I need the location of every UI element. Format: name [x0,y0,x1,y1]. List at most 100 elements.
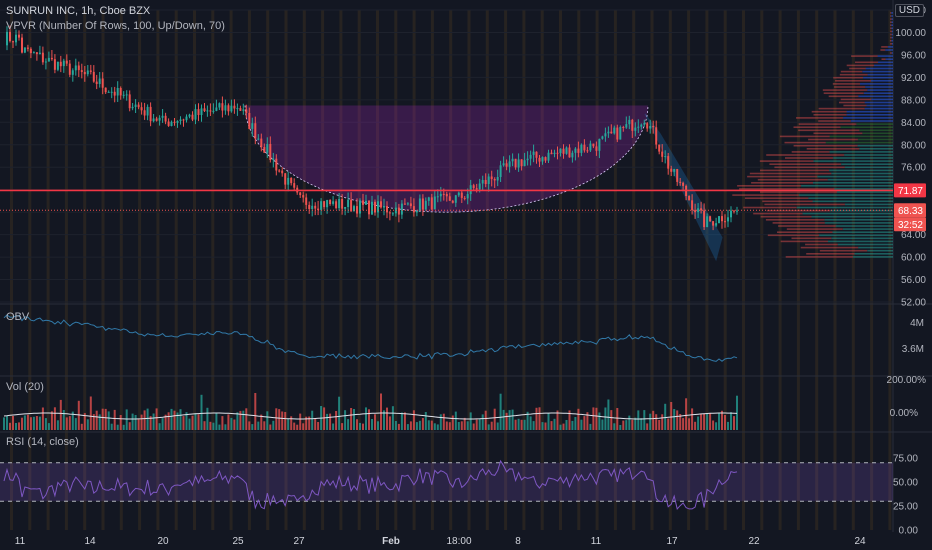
vpvr-row-up [837,243,893,246]
candle-body [353,206,355,212]
vpvr-row-up [860,83,893,85]
last-price-tag: 68.33 [898,206,923,217]
volume-bar [35,416,38,430]
candle-body [356,206,358,214]
candle-body [571,152,574,158]
price-axis-label: 56.00 [901,275,926,286]
vpvr-row-up [867,89,893,91]
volume-bar [116,424,119,430]
candle-body [344,207,347,209]
time-axis-label: 8 [515,536,521,547]
volume-bar [305,416,308,430]
rsi-pane-label[interactable]: RSI (14, close) [6,436,79,448]
volume-bar [15,423,17,430]
volume-bar [499,393,502,430]
candle-body [544,157,547,161]
vpvr-row-up [857,144,893,147]
candle-body [335,201,338,209]
currency-badge: USD [894,4,924,17]
candle-body [119,88,122,96]
candle-body [338,199,341,209]
candle-body [556,152,559,154]
candle-body [508,161,511,167]
candle-body [568,147,571,158]
vpvr-row-down [762,200,813,203]
volume-bar [101,408,104,430]
session-stripe [138,10,142,530]
vpvr-row-down [732,194,799,196]
vpvr-row-up [808,197,893,199]
volume-bar [152,413,155,430]
candle-body [493,179,496,181]
vpvr-row-down [890,30,892,33]
volume-bar [616,408,619,430]
vpvr-legend[interactable]: VPVR (Number Of Rows, 100, Up/Down, 70) [6,20,225,32]
session-stripe [211,10,215,530]
candle-body [263,147,266,153]
session-stripe [705,10,709,530]
volume-bar [706,414,709,430]
candle-body [532,151,535,155]
symbol-legend[interactable]: SUNRUN INC, 1h, Cboe BZX [6,5,151,17]
vpvr-row-up [867,73,893,76]
obv-axis-label: 3.6M [902,344,924,355]
rsi-band [0,462,893,502]
candle-body [158,117,161,121]
candle-body [35,52,38,55]
candle-body [643,123,646,125]
vpvr-row-up [865,86,893,88]
vpvr-row-down [806,148,860,150]
volume-bar [727,421,729,430]
candle-body [62,60,65,67]
candle-body [386,206,388,213]
volume-bar [209,421,212,430]
vpvr-row-down [851,55,878,57]
candle-body [107,91,110,93]
candle-body [538,157,541,162]
candle-body [257,138,260,140]
volume-bar [254,393,257,430]
vpvr-row-down [743,206,797,209]
candle-body [424,200,427,210]
volume-bar [694,421,697,430]
candle-body [203,108,206,112]
volume-bar [182,416,185,430]
volume-bar [682,418,685,430]
price-axis-label: 88.00 [901,95,926,106]
candle-body [206,110,209,112]
volume-bar [574,417,577,430]
vpvr-row-up [813,182,893,184]
volume-bar [176,412,179,430]
volume-bar [439,414,442,430]
vpvr-row-down [822,89,868,91]
volume-bar [628,415,631,430]
vpvr-row-up [891,33,893,36]
volume-bar [436,424,439,430]
vpvr-row-down [785,157,834,159]
vpvr-row-up [824,219,893,221]
candle-body [439,193,442,197]
candle-body [430,197,433,210]
candle-body [128,94,131,109]
vpvr-row-down [798,129,860,132]
volume-bar [649,413,652,430]
vpvr-row-up [813,160,893,162]
vpvr-row-up [796,206,893,209]
candle-body [41,52,44,63]
vpvr-row-down [840,70,863,73]
vol-pane-label[interactable]: Vol (20) [6,381,44,393]
candle-body [484,180,487,184]
session-stripe [229,10,233,530]
candle-body [113,91,116,96]
candle-body [104,87,107,93]
vpvr-row-up [825,141,893,144]
candle-body [463,197,466,199]
candle-body [191,114,194,120]
obv-pane-label[interactable]: OBV [6,311,30,323]
volume-bar [122,424,125,430]
candle-body [359,200,361,214]
volume-bar [167,412,170,430]
volume-bar [709,413,712,430]
volume-bar [326,413,329,430]
